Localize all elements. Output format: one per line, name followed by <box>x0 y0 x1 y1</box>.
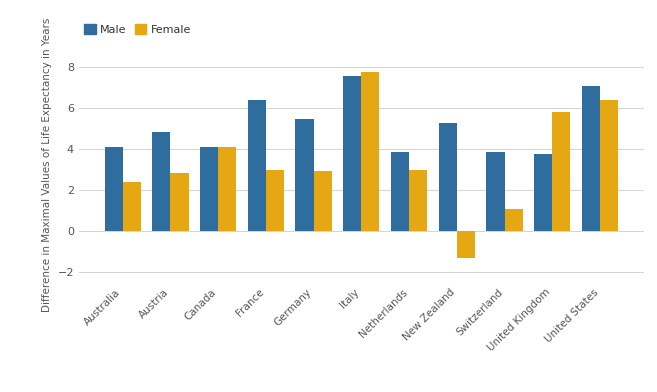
Bar <box>313 171 332 231</box>
Bar <box>170 173 189 231</box>
Bar <box>123 182 141 231</box>
Bar <box>248 100 266 231</box>
Bar <box>553 113 570 231</box>
Legend: Male, Female: Male, Female <box>84 24 191 35</box>
Bar <box>600 100 618 231</box>
Bar <box>200 147 218 231</box>
Bar <box>104 147 123 231</box>
Bar <box>409 170 427 231</box>
Bar <box>296 119 313 231</box>
Bar <box>343 76 361 231</box>
Bar <box>361 72 380 231</box>
Bar <box>505 209 523 231</box>
Bar <box>534 154 553 231</box>
Bar <box>266 170 284 231</box>
Bar <box>152 132 170 231</box>
Bar <box>457 231 475 258</box>
Bar <box>486 152 505 231</box>
Bar <box>582 86 600 231</box>
Bar <box>218 147 237 231</box>
Bar <box>391 152 409 231</box>
Bar <box>439 123 457 231</box>
Y-axis label: Difference in Maximal Values of Life Expectancy in Years: Difference in Maximal Values of Life Exp… <box>42 18 52 312</box>
